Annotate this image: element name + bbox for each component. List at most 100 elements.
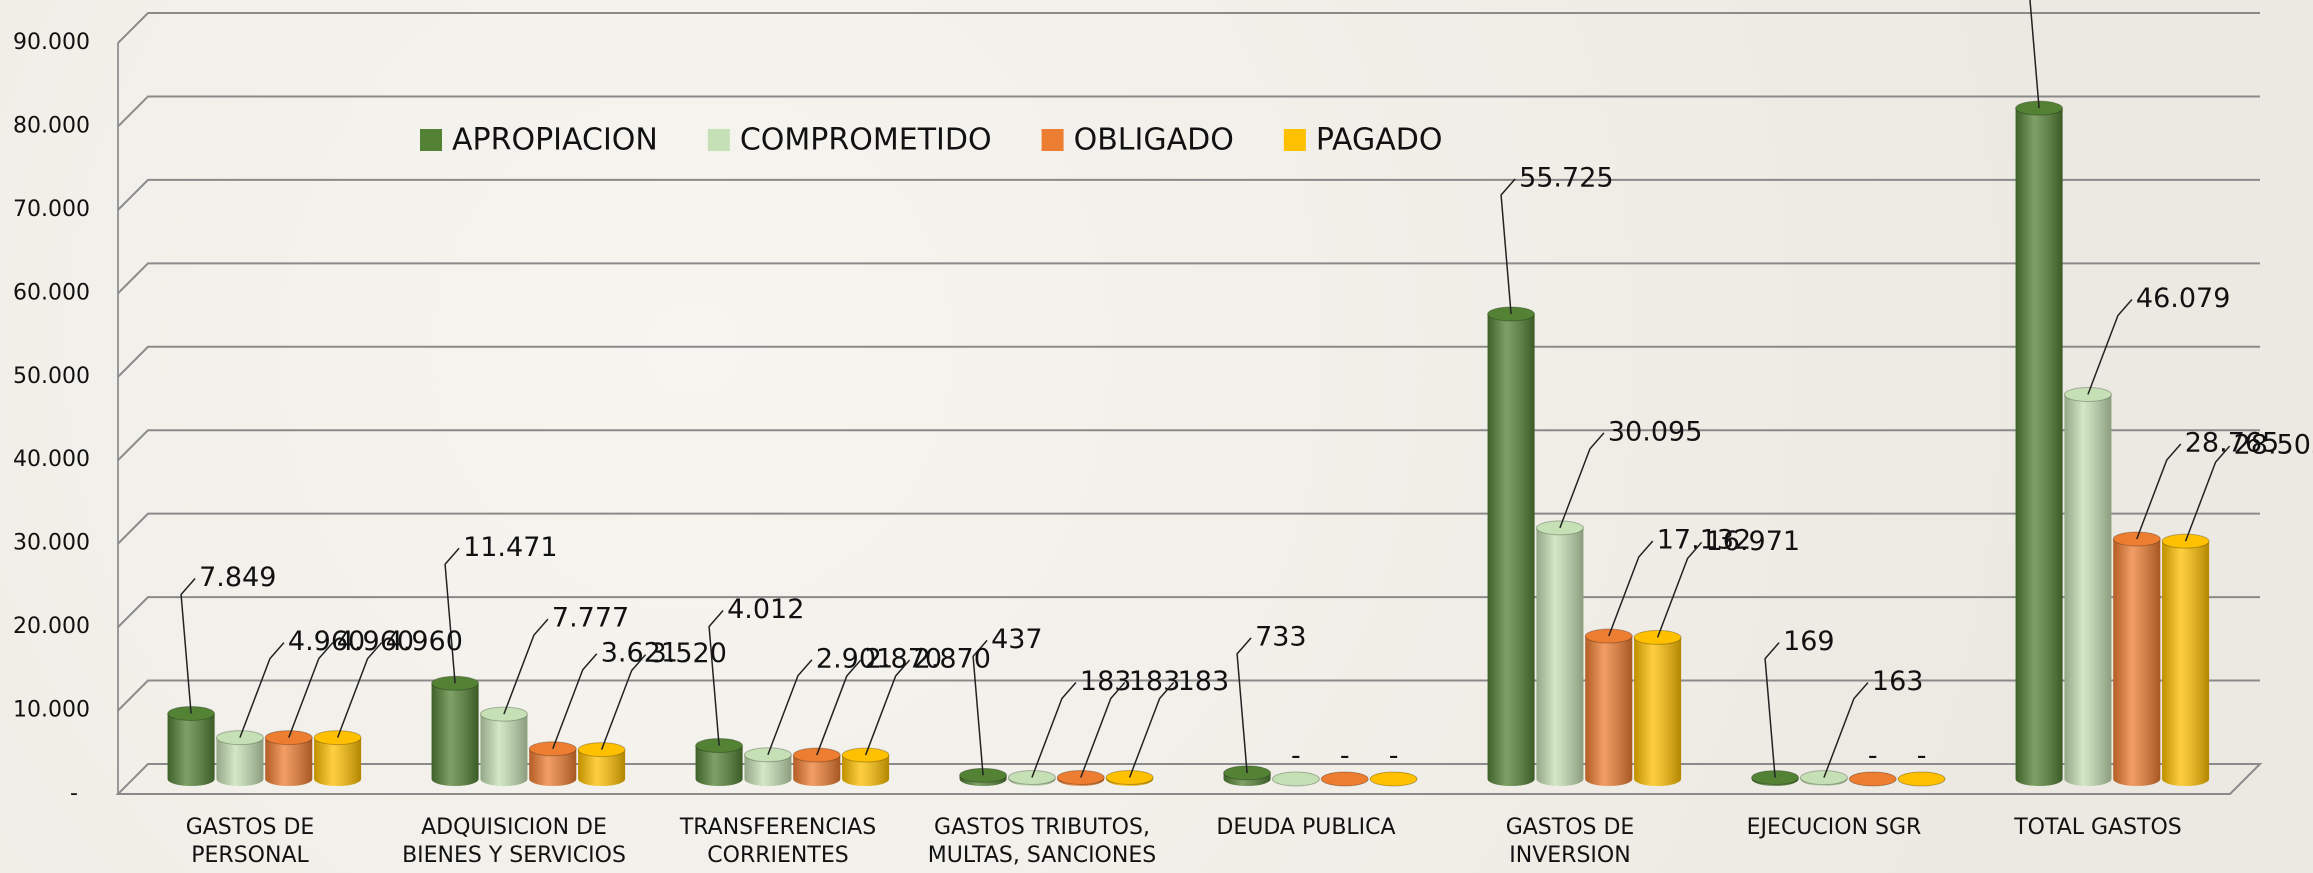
cylinder [215,730,264,786]
legend-label: OBLIGADO [1074,123,1234,158]
data-label: 3.621 [601,637,678,668]
grid-line [117,95,2260,128]
cylinder-bottom-shade [265,772,313,786]
y-tick-label: 20.000 [13,614,90,639]
leader-line [444,547,460,684]
x-tick-label: GASTOS DE PERSONAL [185,815,315,868]
data-label: 17.132 [1657,525,1751,556]
cylinder-shade [2113,538,2161,779]
data-label: 3.520 [650,638,727,669]
legend-swatch [420,129,442,151]
cylinder [1487,306,1536,786]
cylinder [479,706,528,786]
cylinder [528,741,577,786]
leader-line [767,659,813,756]
data-label: - [1291,741,1301,772]
cylinder-bottom-shade [842,772,890,786]
cylinder [264,730,313,786]
data-label: 4.012 [727,594,804,625]
cylinder [1897,771,1946,787]
legend-label: PAGADO [1316,123,1443,158]
y-tick-label: 80.000 [13,113,90,138]
y-tick-label: 60.000 [13,280,90,305]
cylinder-bottom-shade [695,772,743,786]
grid-line [117,178,2260,211]
leader-line [1823,682,1869,778]
data-label: 30.095 [1608,416,1702,447]
y-tick-label: 30.000 [13,531,90,556]
cylinder [1584,628,1633,786]
leader-line [288,642,334,738]
cylinder-shade [2015,108,2063,780]
cylinder [1633,629,1682,786]
leader-line [1559,432,1605,529]
cylinder [167,706,216,786]
cylinder-bottom-shade [167,772,215,786]
x-tick-label: GASTOS TRIBUTOS, MULTAS, SANCIONES [927,815,1157,868]
cylinder-bottom-shade [1536,772,1584,786]
cylinder-bottom-shade [2113,772,2161,786]
cylinder-bottom-shade [216,772,264,786]
cylinder [431,675,480,786]
cylinder-bottom-shade [314,772,362,786]
leader-line [1608,540,1654,637]
leader-line [2184,445,2231,542]
data-label: 183 [1080,666,1132,697]
cylinder-shade [1585,636,1633,779]
data-label: 28.765 [2185,427,2279,458]
data-label: 437 [991,624,1043,655]
cylinder [2161,533,2210,786]
x-tick-label: DEUDA PUBLICA [1216,815,1396,840]
cylinder [695,738,744,786]
x-tick-label: GASTOS DE INVERSION [1505,815,1635,868]
data-label: 46.079 [2136,283,2230,314]
cylinder-bottom-shade [744,772,792,786]
leader-line [503,618,549,715]
data-label: - [1917,741,1927,772]
cylinder-top [1320,771,1369,787]
y-tick-label: - [70,781,78,806]
leader-line [1236,637,1252,773]
grid-line [117,345,2260,378]
cylinder [1271,771,1320,787]
cylinder [2015,100,2064,786]
cylinder-shade [1634,637,1682,779]
y-tick-label: 50.000 [13,364,90,389]
cylinder [1535,520,1584,786]
x-tick-label: EJECUCION SGR [1746,815,1922,840]
legend-swatch [707,129,730,151]
cylinder-shade [2064,394,2112,779]
cylinder-bottom-shade [578,772,626,786]
cylinder-shade [480,714,528,779]
cylinder-bottom-shade [1487,772,1535,786]
cylinder-bottom-shade [480,772,528,786]
cylinder-shade [2162,541,2210,779]
cylinder [1320,771,1369,787]
data-label: - [1868,741,1878,772]
leader-line [864,659,911,756]
cylinder [2063,386,2112,786]
cylinder-bottom-shade [2015,772,2063,786]
grid-line [117,12,2260,44]
data-label: - [1389,741,1399,772]
data-label: - [1340,741,1350,772]
cylinder [1007,769,1056,786]
cylinder [959,767,1008,786]
data-label: 7.849 [199,562,276,593]
leader-line [239,642,285,738]
data-label: 55.725 [1519,163,1613,194]
data-label: 7.777 [552,603,629,634]
cylinder-shade [1536,527,1584,779]
cylinder-top [1369,771,1418,787]
legend-swatch [1283,129,1306,151]
cylinder [1056,769,1105,786]
leader-line [180,578,196,714]
legend-swatch [1041,129,1064,151]
y-tick-label: 40.000 [13,447,90,472]
grid-line [117,512,2260,545]
grid-line [117,262,2260,295]
data-label: 733 [1255,621,1307,652]
data-label: 163 [1872,666,1924,697]
x-tick-label: ADQUISICION DE BIENES Y SERVICIOS [402,815,626,868]
x-tick-label: TRANSFERENCIAS CORRIENTES [679,815,877,868]
